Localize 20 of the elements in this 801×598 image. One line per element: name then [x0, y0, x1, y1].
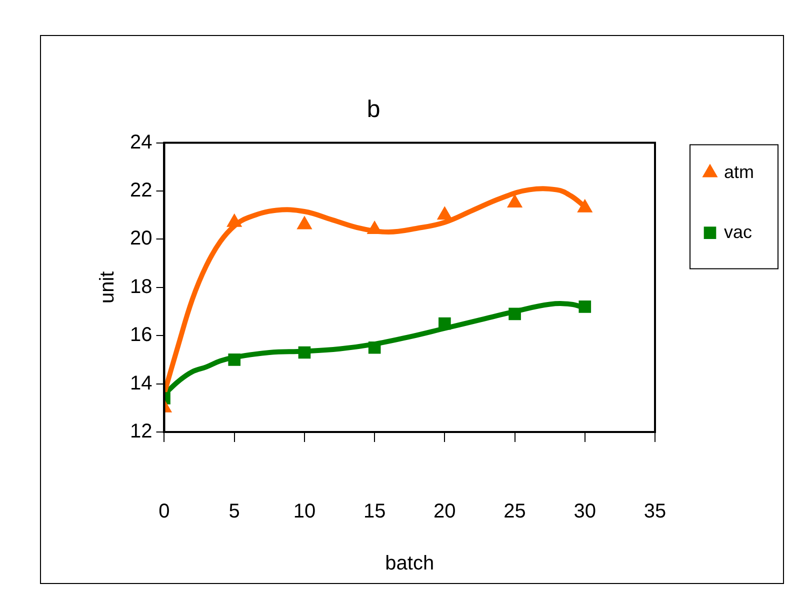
y-tick-label: 20	[130, 228, 152, 250]
x-tick-label: 30	[574, 500, 596, 523]
x-tick-label: 20	[434, 500, 456, 523]
x-tick-label: 35	[644, 500, 666, 523]
x-tick-label: 5	[228, 500, 240, 523]
x-tick-label: 15	[363, 500, 386, 523]
y-axis-title: unit	[96, 270, 119, 304]
legend-label: atm	[724, 162, 754, 182]
y-tick-label: 18	[130, 276, 152, 298]
y-tick-label: 14	[130, 372, 152, 394]
chart-title: b	[366, 96, 380, 124]
x-axis-title: batch	[385, 552, 434, 575]
y-tick-label: 16	[130, 324, 152, 346]
y-tick-label: 24	[130, 131, 152, 154]
x-tick-label: 10	[293, 500, 316, 523]
x-tick-label: 0	[158, 500, 170, 523]
y-tick-label: 22	[130, 180, 152, 202]
x-tick-label: 25	[504, 500, 526, 523]
y-tick-label: 12	[130, 420, 152, 443]
legend-label: vac	[724, 222, 752, 242]
